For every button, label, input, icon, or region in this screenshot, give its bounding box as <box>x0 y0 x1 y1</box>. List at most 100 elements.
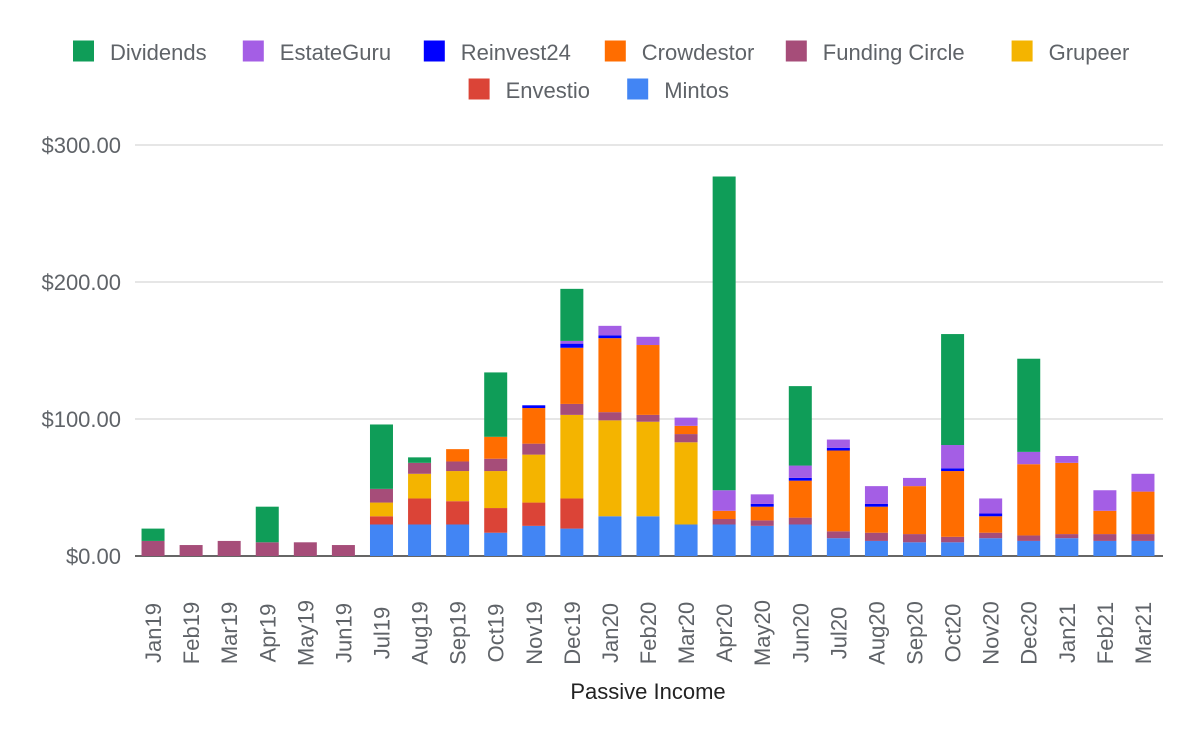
legend-label: Crowdestor <box>642 40 754 65</box>
legend-item-estateguru: EstateGuru <box>242 40 391 65</box>
legend-label: Mintos <box>664 78 729 103</box>
legend-item-dividends: Dividends <box>73 40 207 65</box>
bar-crowdestor-jan21 <box>1055 462 1079 535</box>
bar-reinvest24-jul20 <box>826 447 850 451</box>
bar-stack-nov19 <box>522 405 546 556</box>
bar-funding-circle-feb20 <box>636 414 660 422</box>
bar-funding-circle-may20 <box>750 520 774 526</box>
bar-funding-circle-jun19 <box>331 545 355 556</box>
bar-mintos-apr20 <box>712 524 736 556</box>
bar-grupeer-jan20 <box>598 420 622 517</box>
bar-crowdestor-oct20 <box>941 471 965 537</box>
bar-dividends-apr20 <box>712 176 736 491</box>
y-tick-label: $100.00 <box>41 407 121 432</box>
bar-funding-circle-mar20 <box>674 434 698 443</box>
bar-estateguru-jun20 <box>788 465 812 478</box>
bar-crowdestor-mar20 <box>674 425 698 435</box>
x-tick-label: May19 <box>293 600 318 666</box>
bar-stack-sep20 <box>903 477 927 556</box>
legend-label: Funding Circle <box>823 40 965 65</box>
bar-crowdestor-feb20 <box>636 345 660 415</box>
x-tick-label: Aug20 <box>864 601 889 665</box>
bar-mintos-jul20 <box>826 538 850 556</box>
bar-estateguru-aug20 <box>864 486 888 504</box>
bar-dividends-jan19 <box>141 528 165 541</box>
bar-stack-mar19 <box>217 540 241 556</box>
bar-funding-circle-dec20 <box>1017 535 1041 541</box>
bar-estateguru-apr20 <box>712 490 736 511</box>
bar-stack-jul20 <box>826 439 850 556</box>
bar-estateguru-jan20 <box>598 325 622 336</box>
bar-mintos-jun20 <box>788 524 812 556</box>
bar-stack-jan19 <box>141 528 165 556</box>
bar-stack-oct19 <box>484 372 508 556</box>
bar-funding-circle-feb21 <box>1093 534 1117 541</box>
bar-mintos-sep20 <box>903 542 927 556</box>
bar-crowdestor-dec20 <box>1017 464 1041 536</box>
bar-estateguru-oct20 <box>941 445 965 469</box>
bar-stack-mar21 <box>1131 473 1155 556</box>
bar-funding-circle-may19 <box>293 542 317 556</box>
bar-funding-circle-apr20 <box>712 519 736 525</box>
bar-reinvest24-may20 <box>750 503 774 507</box>
x-tick-label: Jun20 <box>788 603 813 663</box>
bar-crowdestor-jul20 <box>826 450 850 532</box>
bar-grupeer-oct19 <box>484 471 508 509</box>
x-tick-label: Jan20 <box>598 603 623 663</box>
bar-stack-aug19 <box>408 457 432 556</box>
bar-envestio-oct19 <box>484 508 508 533</box>
bar-crowdestor-nov20 <box>979 516 1003 533</box>
bar-envestio-dec19 <box>560 498 584 529</box>
legend-label: Grupeer <box>1049 40 1130 65</box>
legend-item-funding-circle: Funding Circle <box>785 40 965 65</box>
bar-crowdestor-feb21 <box>1093 510 1117 535</box>
x-tick-label: Dec19 <box>560 601 585 665</box>
legend-swatch <box>242 40 264 62</box>
legend-label: EstateGuru <box>280 40 391 65</box>
bar-mintos-feb21 <box>1093 540 1117 556</box>
bar-mintos-nov19 <box>522 525 546 556</box>
x-tick-label: Apr19 <box>255 604 280 663</box>
bar-reinvest24-dec19 <box>560 343 584 348</box>
bar-dividends-aug19 <box>408 457 432 463</box>
bar-grupeer-jul19 <box>369 502 393 517</box>
x-tick-label: Jul19 <box>369 607 394 660</box>
x-tick-label: Mar21 <box>1131 602 1156 664</box>
bar-reinvest24-jun20 <box>788 477 812 481</box>
bar-funding-circle-oct19 <box>484 458 508 472</box>
x-tick-label: Jul20 <box>826 607 851 660</box>
legend: Dividends EstateGuru Reinvest24 Crowdestor F… <box>73 40 1129 103</box>
legend-swatch <box>423 40 445 62</box>
bar-reinvest24-nov20 <box>979 513 1003 517</box>
x-tick-label: Sep20 <box>903 601 928 665</box>
bar-funding-circle-sep20 <box>903 534 927 543</box>
bar-estateguru-dec20 <box>1017 451 1041 465</box>
bar-funding-circle-jun20 <box>788 517 812 525</box>
bar-stack-jun19 <box>331 545 355 556</box>
legend-swatch <box>627 78 649 100</box>
x-tick-label: Mar20 <box>674 602 699 664</box>
legend-label: Reinvest24 <box>461 40 571 65</box>
x-axis: Jan19 Feb19 Mar19 Apr19 May19 Jun19 Jul19 Aug19… <box>141 600 1156 666</box>
bar-stack-aug20 <box>864 486 888 556</box>
bar-stack-dec20 <box>1017 358 1041 556</box>
bar-stack-sep19 <box>446 449 470 556</box>
bar-grupeer-nov19 <box>522 454 546 503</box>
bar-crowdestor-may20 <box>750 506 774 521</box>
bar-grupeer-sep19 <box>446 471 470 502</box>
bar-mintos-may20 <box>750 525 774 556</box>
bar-mintos-oct20 <box>941 542 965 556</box>
x-tick-label: Sep19 <box>446 601 471 665</box>
y-tick-label: $200.00 <box>41 270 121 295</box>
x-tick-label: Jan19 <box>141 603 166 663</box>
x-tick-label: Mar19 <box>217 602 242 664</box>
bar-mintos-dec20 <box>1017 540 1041 556</box>
bar-crowdestor-apr20 <box>712 510 736 520</box>
bar-funding-circle-jan19 <box>141 540 165 556</box>
bar-stack-feb19 <box>179 545 203 556</box>
bar-mintos-jul19 <box>369 524 393 556</box>
bar-stack-nov20 <box>979 498 1003 556</box>
bar-stack-dec19 <box>560 288 584 556</box>
bar-reinvest24-jan20 <box>598 335 622 339</box>
